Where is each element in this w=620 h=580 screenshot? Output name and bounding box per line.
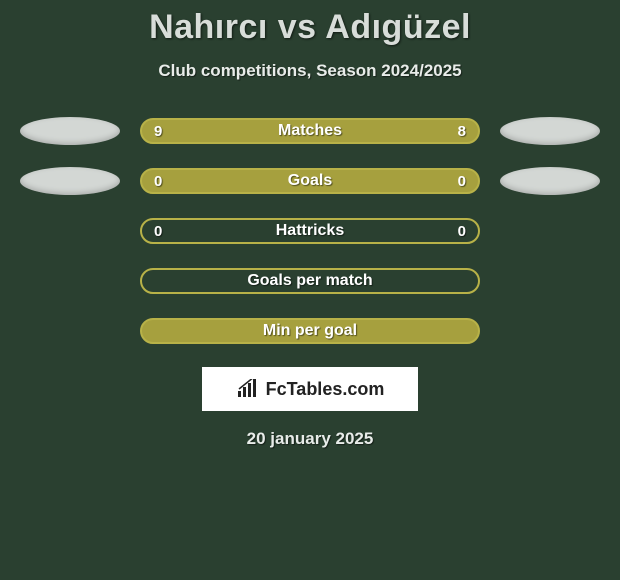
date-label: 20 january 2025 xyxy=(0,429,620,449)
stat-label: Goals xyxy=(288,172,332,190)
spacer xyxy=(500,217,600,245)
stat-row: 0 Hattricks 0 xyxy=(0,217,620,245)
spacer xyxy=(500,267,600,295)
stats-list: 9 Matches 8 0 Goals 0 0 Hattricks 0 Goals per mat… xyxy=(0,117,620,345)
stat-bar: Goals per match xyxy=(140,268,480,294)
stat-value-right: 0 xyxy=(458,173,466,190)
stat-row: Min per goal xyxy=(0,317,620,345)
comparison-card: Nahırcı vs Adıgüzel Club competitions, S… xyxy=(0,0,620,449)
player-left-marker xyxy=(20,117,120,145)
stat-label: Hattricks xyxy=(276,222,344,240)
stat-value-left: 0 xyxy=(154,223,162,240)
player-right-marker xyxy=(500,117,600,145)
player-left-marker xyxy=(20,167,120,195)
spacer xyxy=(500,317,600,345)
stat-label: Goals per match xyxy=(247,272,372,290)
spacer xyxy=(20,317,120,345)
spacer xyxy=(20,217,120,245)
stat-value-left: 0 xyxy=(154,173,162,190)
logo-text: FcTables.com xyxy=(266,379,385,400)
stat-label: Matches xyxy=(278,122,342,140)
stat-bar: 0 Hattricks 0 xyxy=(140,218,480,244)
page-title: Nahırcı vs Adıgüzel xyxy=(0,8,620,47)
stat-bar: 0 Goals 0 xyxy=(140,168,480,194)
chart-icon xyxy=(236,379,260,399)
stat-row: 0 Goals 0 xyxy=(0,167,620,195)
stat-value-right: 8 xyxy=(458,123,466,140)
stat-row: Goals per match xyxy=(0,267,620,295)
player-right-marker xyxy=(500,167,600,195)
stat-value-left: 9 xyxy=(154,123,162,140)
stat-label: Min per goal xyxy=(263,322,357,340)
page-subtitle: Club competitions, Season 2024/2025 xyxy=(0,61,620,81)
stat-value-right: 0 xyxy=(458,223,466,240)
stat-bar: 9 Matches 8 xyxy=(140,118,480,144)
logo-badge: FcTables.com xyxy=(202,367,418,411)
spacer xyxy=(20,267,120,295)
stat-bar: Min per goal xyxy=(140,318,480,344)
stat-row: 9 Matches 8 xyxy=(0,117,620,145)
